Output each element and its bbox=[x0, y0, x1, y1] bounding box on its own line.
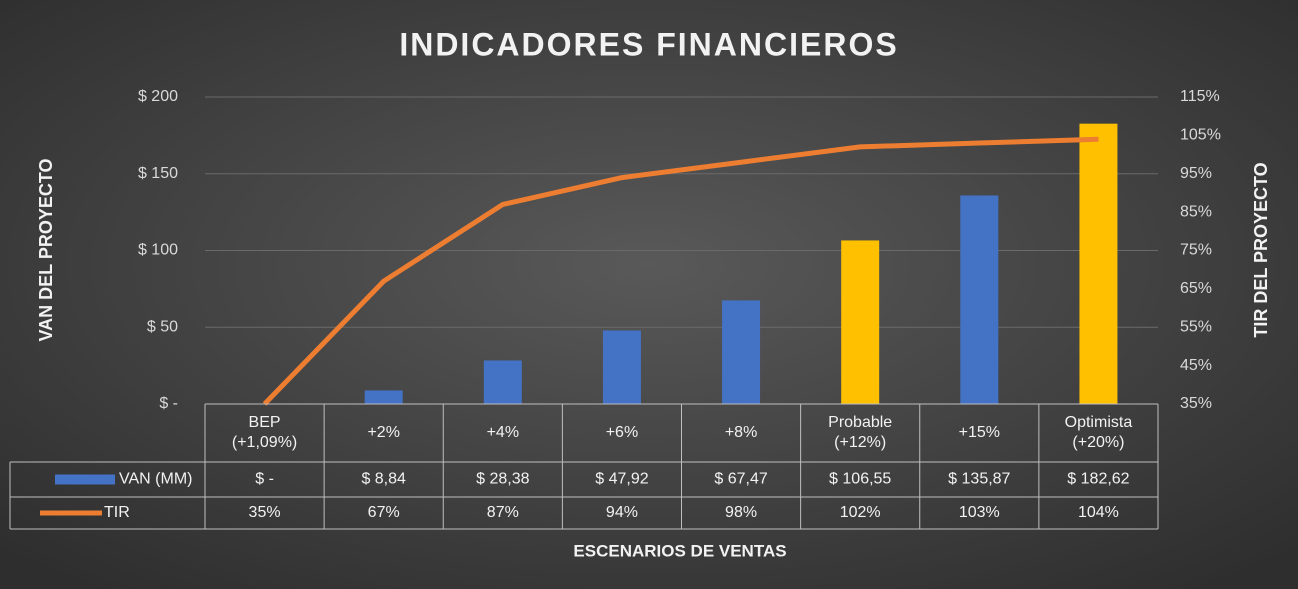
x-tick-label-line: (+1,09%) bbox=[232, 434, 297, 451]
data-label: $ 106,55 bbox=[829, 471, 891, 488]
y2-tick-label: 105% bbox=[1180, 127, 1221, 144]
x-tick-label: BEP (+1,09%) bbox=[232, 414, 297, 451]
x-tick-label-line: (+12%) bbox=[834, 434, 886, 451]
data-label: 102% bbox=[840, 504, 881, 521]
y2-axis-title: TIR DEL PROYECTO bbox=[1251, 162, 1271, 337]
bar bbox=[1079, 123, 1118, 405]
x-tick-label-line: Probable bbox=[828, 414, 892, 431]
y2-tick-label: 45% bbox=[1180, 357, 1212, 374]
x-tick-label-line: BEP bbox=[249, 414, 281, 431]
y2-tick-label: 75% bbox=[1180, 242, 1212, 259]
y-axis-title: VAN DEL PROYECTO bbox=[36, 158, 56, 341]
data-label: $ 8,84 bbox=[361, 471, 406, 488]
y2-tick-label: 55% bbox=[1180, 318, 1212, 335]
x-tick-label-line: Optimista bbox=[1065, 414, 1133, 431]
bar bbox=[602, 330, 641, 404]
y-tick-label: $ 200 bbox=[138, 88, 178, 105]
x-tick-label: +6% bbox=[606, 424, 638, 441]
bar bbox=[483, 360, 522, 404]
data-label: 67% bbox=[368, 504, 400, 521]
y-tick-label: $ - bbox=[159, 395, 178, 412]
chart-title: INDICADORES FINANCIEROS bbox=[399, 26, 898, 62]
data-label: 98% bbox=[725, 504, 757, 521]
legend-label: VAN (MM) bbox=[119, 471, 192, 488]
data-label: $ 47,92 bbox=[595, 471, 648, 488]
y2-tick-label: 95% bbox=[1180, 165, 1212, 182]
x-tick-label: +4% bbox=[487, 424, 519, 441]
x-axis-title: ESCENARIOS DE VENTAS bbox=[573, 541, 786, 560]
x-tick-label: Optimista (+20%) bbox=[1065, 414, 1133, 451]
x-tick-label: +15% bbox=[959, 424, 1000, 441]
bar bbox=[960, 195, 999, 404]
bar bbox=[841, 240, 880, 404]
y2-tick-label: 65% bbox=[1180, 280, 1212, 297]
data-label: 35% bbox=[249, 504, 281, 521]
y2-tick-label: 115% bbox=[1180, 88, 1220, 105]
x-tick-label-line: (+20%) bbox=[1072, 434, 1124, 451]
line bbox=[262, 136, 1099, 406]
x-tick-label: +2% bbox=[367, 424, 399, 441]
data-label: $ 67,47 bbox=[714, 471, 767, 488]
y2-tick-label: 85% bbox=[1180, 203, 1212, 220]
bar bbox=[364, 390, 403, 404]
legend-label: TIR bbox=[104, 504, 130, 521]
y-tick-label: $ 50 bbox=[147, 318, 178, 335]
data-label: $ 182,62 bbox=[1067, 471, 1129, 488]
legend-key bbox=[55, 474, 115, 485]
y-tick-label: $ 100 bbox=[138, 242, 178, 259]
data-label: $ 28,38 bbox=[476, 471, 529, 488]
data-label: 87% bbox=[487, 504, 519, 521]
data-label: 104% bbox=[1078, 504, 1119, 521]
data-label: $ - bbox=[255, 471, 274, 488]
y-tick-label: $ 150 bbox=[138, 165, 178, 182]
data-label: $ 135,87 bbox=[948, 471, 1010, 488]
x-tick-label: Probable (+12%) bbox=[828, 414, 892, 451]
x-tick-label: +8% bbox=[725, 424, 757, 441]
y2-tick-label: 35% bbox=[1180, 395, 1212, 412]
data-label: 103% bbox=[959, 504, 1000, 521]
bar bbox=[722, 300, 761, 404]
data-label: 94% bbox=[606, 504, 638, 521]
